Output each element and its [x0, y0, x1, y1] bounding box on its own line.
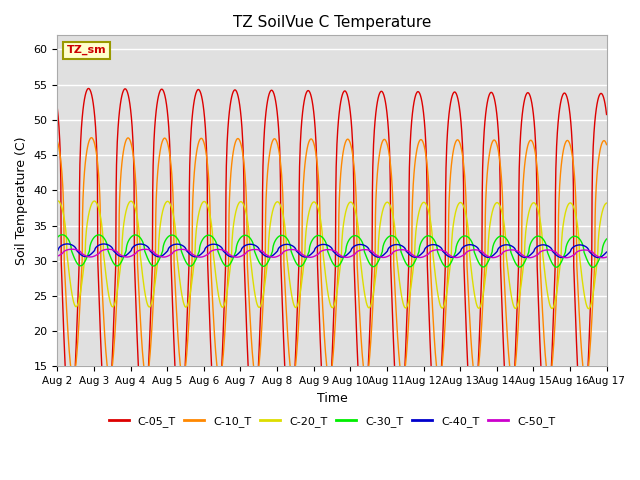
C-20_T: [417, 204, 424, 210]
C-30_T: [54, 235, 61, 240]
C-40_T: [417, 252, 424, 258]
C-50_T: [283, 247, 291, 253]
C-20_T: [554, 279, 562, 285]
C-30_T: [417, 241, 424, 247]
C-10_T: [554, 260, 562, 265]
Title: TZ SoilVue C Temperature: TZ SoilVue C Temperature: [233, 15, 431, 30]
C-05_T: [579, 429, 587, 434]
C-20_T: [585, 306, 593, 312]
Line: C-05_T: C-05_T: [58, 88, 607, 432]
C-05_T: [554, 120, 562, 125]
Line: C-20_T: C-20_T: [58, 201, 607, 309]
C-10_T: [88, 135, 95, 141]
C-10_T: [283, 314, 291, 320]
C-20_T: [54, 198, 61, 204]
C-30_T: [58, 232, 66, 238]
C-40_T: [283, 241, 291, 247]
C-50_T: [269, 254, 277, 260]
C-05_T: [603, 112, 611, 118]
C-05_T: [417, 93, 424, 98]
C-40_T: [63, 241, 71, 247]
C-40_T: [54, 248, 61, 254]
Line: C-30_T: C-30_T: [58, 235, 607, 267]
C-30_T: [507, 249, 515, 255]
C-05_T: [175, 422, 183, 428]
Line: C-40_T: C-40_T: [58, 244, 607, 258]
C-30_T: [589, 264, 596, 270]
Line: C-50_T: C-50_T: [58, 249, 607, 258]
C-40_T: [595, 255, 602, 261]
C-05_T: [269, 89, 277, 95]
Text: TZ_sm: TZ_sm: [67, 45, 106, 55]
C-20_T: [283, 252, 291, 258]
C-05_T: [85, 85, 93, 91]
C-10_T: [175, 349, 183, 355]
C-40_T: [175, 241, 183, 247]
C-05_T: [54, 107, 61, 112]
C-30_T: [269, 243, 277, 249]
C-50_T: [507, 247, 515, 253]
C-50_T: [603, 254, 611, 260]
C-30_T: [175, 239, 183, 244]
C-20_T: [54, 198, 61, 204]
C-20_T: [603, 200, 611, 206]
C-20_T: [269, 206, 277, 212]
C-40_T: [603, 249, 611, 255]
C-10_T: [582, 377, 589, 383]
X-axis label: Time: Time: [317, 392, 348, 405]
C-30_T: [554, 264, 562, 269]
C-50_T: [68, 246, 76, 252]
C-40_T: [554, 253, 562, 259]
C-40_T: [507, 243, 515, 249]
C-10_T: [417, 137, 424, 143]
C-10_T: [269, 137, 277, 143]
C-20_T: [507, 290, 515, 296]
C-10_T: [54, 139, 61, 144]
C-50_T: [599, 255, 607, 261]
C-10_T: [603, 142, 611, 147]
Y-axis label: Soil Temperature (C): Soil Temperature (C): [15, 137, 28, 265]
C-50_T: [554, 252, 562, 257]
C-50_T: [175, 247, 183, 252]
Line: C-10_T: C-10_T: [58, 138, 607, 380]
C-50_T: [54, 253, 61, 259]
C-05_T: [283, 400, 291, 406]
C-05_T: [507, 424, 515, 430]
C-40_T: [269, 252, 277, 258]
C-50_T: [417, 254, 424, 260]
C-30_T: [283, 235, 291, 241]
Legend: C-05_T, C-10_T, C-20_T, C-30_T, C-40_T, C-50_T: C-05_T, C-10_T, C-20_T, C-30_T, C-40_T, …: [104, 412, 560, 432]
C-30_T: [603, 236, 611, 242]
C-10_T: [507, 372, 515, 378]
C-20_T: [175, 272, 183, 277]
